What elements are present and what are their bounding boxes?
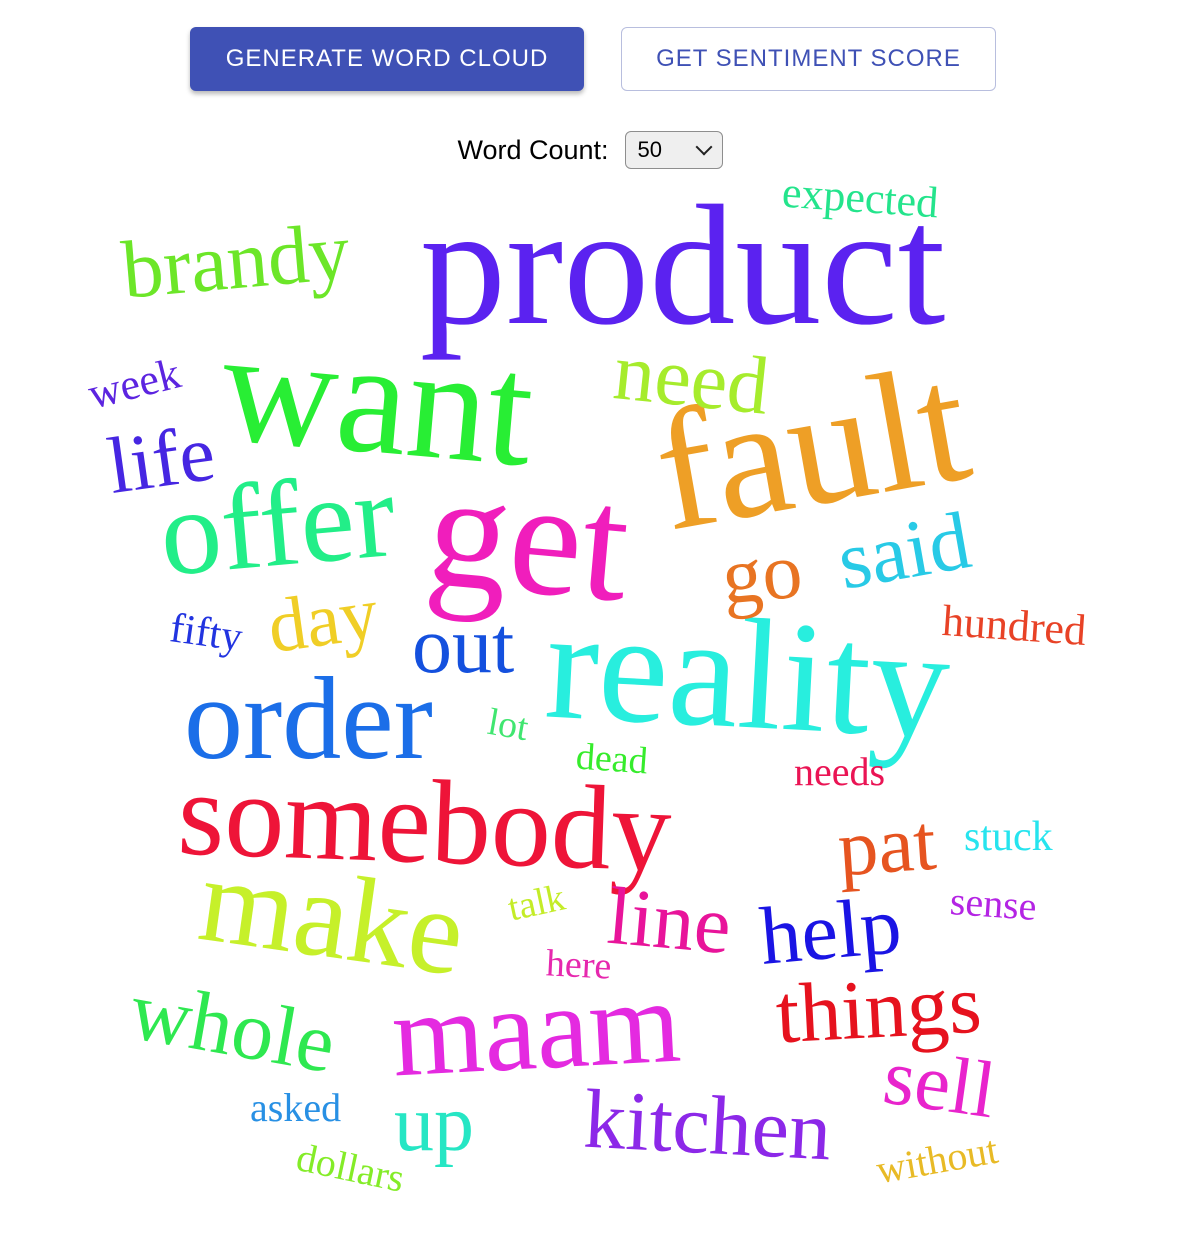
word-pat: pat: [835, 798, 939, 894]
word-week: week: [83, 348, 186, 419]
word-kitchen: kitchen: [581, 1072, 834, 1179]
word-hundred: hundred: [940, 596, 1088, 655]
generate-word-cloud-button[interactable]: GENERATE WORD CLOUD: [190, 27, 584, 91]
word-sense: sense: [948, 878, 1039, 929]
word-need: need: [609, 325, 774, 432]
word-needs: needs: [794, 749, 886, 794]
word-up: up: [394, 1080, 474, 1168]
word-expected: expected: [780, 167, 940, 228]
word-without: without: [872, 1126, 1002, 1193]
word-dead: dead: [574, 735, 650, 783]
word-count-value: 50: [637, 137, 663, 162]
word-said: said: [831, 494, 977, 607]
word-dollars: dollars: [292, 1134, 409, 1201]
word-here: here: [544, 942, 613, 988]
word-brandy: brandy: [118, 205, 354, 316]
get-sentiment-score-button[interactable]: GET SENTIMENT SCORE: [621, 27, 996, 91]
word-lot: lot: [484, 700, 532, 750]
word-life: life: [102, 409, 221, 511]
word-order: order: [184, 653, 433, 784]
word-talk: talk: [504, 876, 569, 930]
word-line: line: [604, 869, 735, 972]
word-out: out: [412, 602, 515, 690]
word-help: help: [756, 879, 905, 982]
word-count-row: Word Count: 50: [0, 128, 1180, 172]
word-fifty: fifty: [167, 605, 246, 661]
word-product: product: [420, 171, 946, 361]
word-count-label: Word Count:: [457, 134, 609, 165]
word-whole: whole: [123, 963, 342, 1092]
word-go: go: [718, 526, 806, 622]
word-stuck: stuck: [964, 814, 1053, 860]
word-day: day: [262, 570, 384, 670]
word-asked: asked: [250, 1085, 342, 1130]
word-sell: sell: [878, 1032, 1001, 1136]
word-count-select[interactable]: 50: [624, 131, 723, 169]
